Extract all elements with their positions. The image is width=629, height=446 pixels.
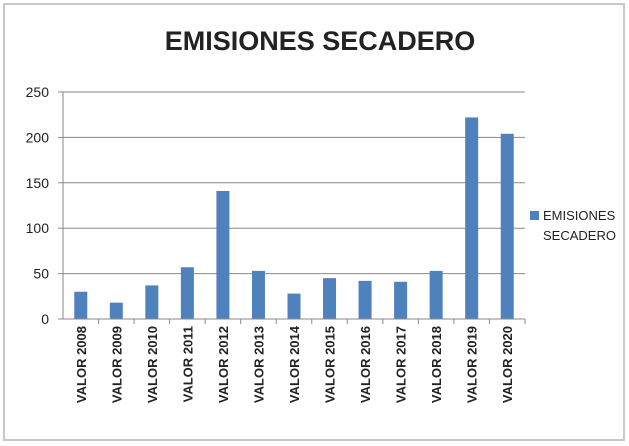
bar — [145, 285, 159, 319]
bar — [394, 281, 408, 319]
x-tick-label: VALOR 2009 — [109, 326, 124, 403]
bar — [74, 291, 88, 319]
x-tick-label: VALOR 2013 — [251, 326, 266, 403]
x-tick-label: VALOR 2014 — [287, 325, 302, 403]
x-tick-label: VALOR 2020 — [500, 326, 515, 403]
y-tick-label: 50 — [33, 266, 49, 282]
y-tick-label: 100 — [26, 220, 50, 236]
x-tick-label: VALOR 2019 — [465, 326, 480, 403]
y-tick-label: 0 — [41, 311, 49, 327]
y-tick-label: 150 — [26, 175, 50, 191]
bar — [429, 270, 443, 319]
x-tick-label: VALOR 2015 — [323, 326, 338, 403]
y-tick-label: 250 — [26, 84, 50, 100]
bar — [500, 133, 514, 319]
bar — [251, 270, 265, 319]
chart-title: EMISIONES SECADERO — [165, 26, 476, 56]
bar — [216, 190, 230, 319]
x-tick-label: VALOR 2012 — [216, 326, 231, 403]
bar — [109, 302, 123, 319]
bar — [358, 280, 372, 319]
bar — [465, 117, 479, 319]
x-tick-label: VALOR 2008 — [74, 326, 89, 403]
chart-border — [3, 3, 625, 441]
x-tick-label: VALOR 2011 — [180, 326, 195, 402]
legend-swatch — [530, 211, 539, 220]
bar — [323, 278, 337, 319]
x-tick-label: VALOR 2016 — [358, 326, 373, 403]
x-tick-label: VALOR 2017 — [394, 326, 409, 403]
legend-label: EMISIONES SECADERO — [543, 208, 616, 243]
legend: EMISIONES SECADERO — [530, 206, 622, 246]
y-tick-label: 200 — [26, 129, 50, 145]
x-tick-label: VALOR 2010 — [145, 326, 160, 403]
bar — [287, 293, 301, 319]
bar — [180, 267, 194, 319]
x-tick-label: VALOR 2018 — [429, 326, 444, 403]
